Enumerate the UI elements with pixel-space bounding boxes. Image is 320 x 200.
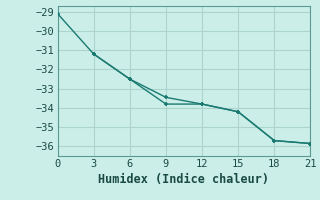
X-axis label: Humidex (Indice chaleur): Humidex (Indice chaleur) [99,173,269,186]
